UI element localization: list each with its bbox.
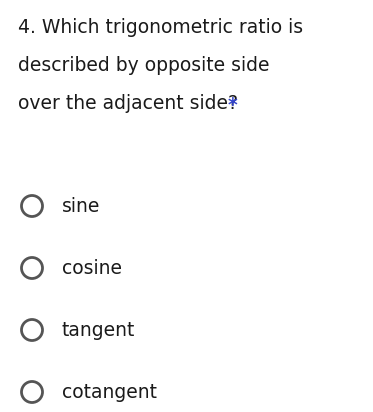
Text: cosine: cosine [62,258,122,278]
Text: 4. Which trigonometric ratio is: 4. Which trigonometric ratio is [18,18,303,37]
Text: sine: sine [62,197,100,215]
Text: described by opposite side: described by opposite side [18,56,270,75]
Text: cotangent: cotangent [62,382,157,402]
Text: tangent: tangent [62,321,135,339]
Text: over the adjacent side?: over the adjacent side? [18,94,244,113]
Text: *: * [228,96,238,115]
